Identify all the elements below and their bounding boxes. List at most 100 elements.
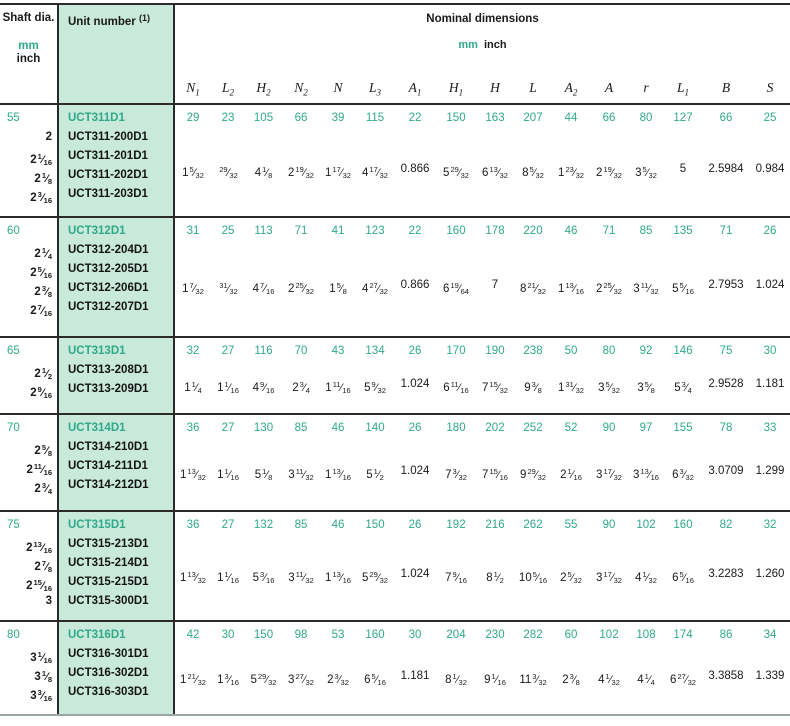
dim-symbol: L — [529, 80, 537, 96]
dim-mm-value: 90 — [602, 519, 616, 531]
dim-inch-value: 11⁄16 — [217, 379, 239, 395]
dim-inch-value: 611⁄16 — [443, 379, 469, 395]
dim-mm-value: 150 — [253, 629, 274, 641]
dim-mm-value: 163 — [485, 112, 505, 124]
dim-inch-row-wrap: 113⁄32 11⁄16 53⁄16 311⁄32 113⁄16 529⁄32 1.024 7… — [175, 535, 790, 620]
dim-mm-value: 98 — [294, 629, 308, 641]
shaft-dia-inch: 25⁄16 — [30, 265, 52, 280]
dim-mm-value: 32 — [186, 345, 200, 357]
unit-number-cells: UCT314D1 UCT314-210D1 UCT314-211D1 UCT314-2… — [57, 415, 175, 510]
dim-mm-value: 75 — [719, 345, 733, 357]
dim-inch-value: 613⁄32 — [482, 164, 508, 180]
shaft-dia-inch: 29⁄16 — [30, 385, 52, 400]
dim-inch-value: 529⁄32 — [362, 570, 388, 585]
dim-inch-value: 113⁄32 — [180, 570, 206, 585]
dim-mm-value: 170 — [446, 345, 466, 357]
dim-inch-value: 49⁄16 — [252, 379, 275, 395]
dim-mm-value: 60 — [564, 629, 578, 641]
dim-inch-value: 311⁄32 — [633, 281, 659, 296]
dim-mm-value: 53 — [331, 629, 345, 641]
unit-number: UCT311-201D1 — [68, 150, 148, 162]
shaft-dia-mm: 55 — [7, 112, 20, 124]
dim-mm-value: 140 — [365, 422, 385, 434]
dim-inch-value: 65⁄16 — [672, 570, 694, 585]
dim-inch-value: 317⁄32 — [596, 570, 622, 585]
dim-mm-value: 46 — [564, 225, 578, 237]
unit-number: UCT312-205D1 — [68, 263, 149, 275]
dim-mm-value: 36 — [186, 519, 200, 531]
unit-number-title: Unit number — [68, 16, 136, 28]
dim-mm-value: 97 — [639, 422, 653, 434]
dim-inch-value: 0.866 — [400, 162, 430, 175]
dim-mm-value: 230 — [485, 629, 505, 641]
dim-mm-value: 115 — [365, 112, 385, 124]
dim-inch-value: 29⁄32 — [219, 164, 238, 180]
dim-inch-value: 929⁄32 — [520, 466, 546, 482]
unit-number: UCT312-204D1 — [68, 244, 149, 256]
dim-mm-value: 71 — [719, 225, 733, 237]
dim-symbol: A1 — [408, 80, 422, 98]
unit-series-number: UCT316D1 — [68, 629, 126, 641]
dim-inch-value: 35⁄32 — [635, 164, 657, 180]
dim-mm-value: 34 — [763, 629, 777, 641]
nominal-dimensions-title: Nominal dimensions — [426, 13, 539, 25]
dim-inch-value: 529⁄32 — [443, 164, 469, 180]
dim-inch-value: 2.5984 — [708, 162, 744, 175]
dimension-cells: 36 27 132 85 46 150 26 192 216 262 55 90 102 160 82 32 1… — [175, 512, 790, 620]
dim-mm-value: 55 — [564, 519, 578, 531]
unit-number: UCT315-213D1 — [68, 538, 149, 550]
dim-mm-row: 32 27 116 70 43 134 26 170 190 238 50 80 92 146 75 30 — [175, 342, 790, 361]
dim-symbol: L1 — [676, 80, 689, 98]
dimension-cells: 36 27 130 85 46 140 26 180 202 252 52 90 97 155 78 33 11… — [175, 415, 790, 510]
dim-mm-value: 155 — [673, 422, 693, 434]
dim-inch-value: 317⁄32 — [596, 466, 622, 482]
dim-mm-value: 29 — [186, 112, 200, 124]
unit-number: UCT316-301D1 — [68, 648, 149, 660]
dim-inch-value: 1.260 — [755, 568, 785, 580]
shaft-dia-inch: 21⁄4 — [34, 246, 52, 261]
dim-inch-value: 1.299 — [755, 464, 785, 477]
dim-inch-row-wrap: 15⁄32 29⁄32 41⁄8 219⁄32 117⁄32 417⁄32 0.866 529… — [175, 128, 790, 216]
dim-inch-value: 3.2283 — [708, 568, 744, 580]
dim-inch-value: 123⁄32 — [558, 164, 584, 180]
units-mm-label: mm — [458, 39, 478, 51]
dim-mm-value: 220 — [523, 225, 543, 237]
dim-mm-value: 46 — [331, 519, 345, 531]
dim-inch-value: 93⁄8 — [524, 379, 542, 395]
dim-mm-value: 22 — [408, 112, 422, 124]
dim-mm-value: 113 — [254, 225, 273, 237]
dim-mm-value: 30 — [408, 629, 422, 641]
dim-inch-value: 73⁄32 — [445, 466, 467, 482]
dim-inch-value: 31⁄32 — [219, 281, 238, 296]
dim-inch-value: 53⁄4 — [674, 379, 692, 395]
dim-symbol: H2 — [256, 80, 271, 98]
dim-inch-row: 17⁄32 31⁄32 47⁄16 225⁄32 15⁄8 427⁄32 0.866 619⁄… — [175, 278, 790, 299]
shaft-dia-inch: 31⁄16 — [30, 650, 52, 665]
table-row-group: 80 31⁄16 31⁄8 33⁄16 UCT316D1 UCT316-301D1 UCT3… — [0, 622, 790, 716]
dim-mm-value: 33 — [763, 422, 777, 434]
dim-inch-value: 113⁄16 — [325, 466, 351, 482]
dim-mm-value: 85 — [294, 519, 308, 531]
shaft-dia-header: Shaft dia. mm inch — [0, 5, 57, 103]
shaft-dia-inch: 27⁄16 — [30, 303, 52, 318]
shaft-dia-inch: 3 — [45, 595, 52, 607]
unit-number-cells: UCT313D1 UCT313-208D1 UCT313-209D1 — [57, 338, 175, 413]
units-labels: mm inch — [175, 39, 790, 51]
dim-mm-value: 70 — [294, 345, 308, 357]
dim-symbol: N1 — [186, 80, 200, 98]
unit-number: UCT315-300D1 — [68, 595, 149, 607]
unit-series-number: UCT311D1 — [68, 112, 125, 124]
unit-number: UCT316-303D1 — [68, 686, 149, 698]
dim-inch-value: 5 — [679, 162, 687, 175]
dim-inch-value: 91⁄16 — [484, 672, 506, 687]
dim-inch-value: 327⁄32 — [288, 672, 314, 687]
unit-series-number: UCT314D1 — [68, 422, 126, 434]
dim-symbol: L2 — [221, 80, 234, 98]
dim-inch-value: 47⁄16 — [252, 281, 275, 296]
shaft-dia-mm: 80 — [7, 629, 20, 641]
dim-mm-value: 85 — [294, 422, 308, 434]
dim-symbol: B — [721, 80, 731, 96]
dim-mm-value: 204 — [446, 629, 466, 641]
dim-inch-value: 81⁄2 — [486, 570, 504, 585]
dim-inch-value: 53⁄16 — [252, 570, 275, 585]
